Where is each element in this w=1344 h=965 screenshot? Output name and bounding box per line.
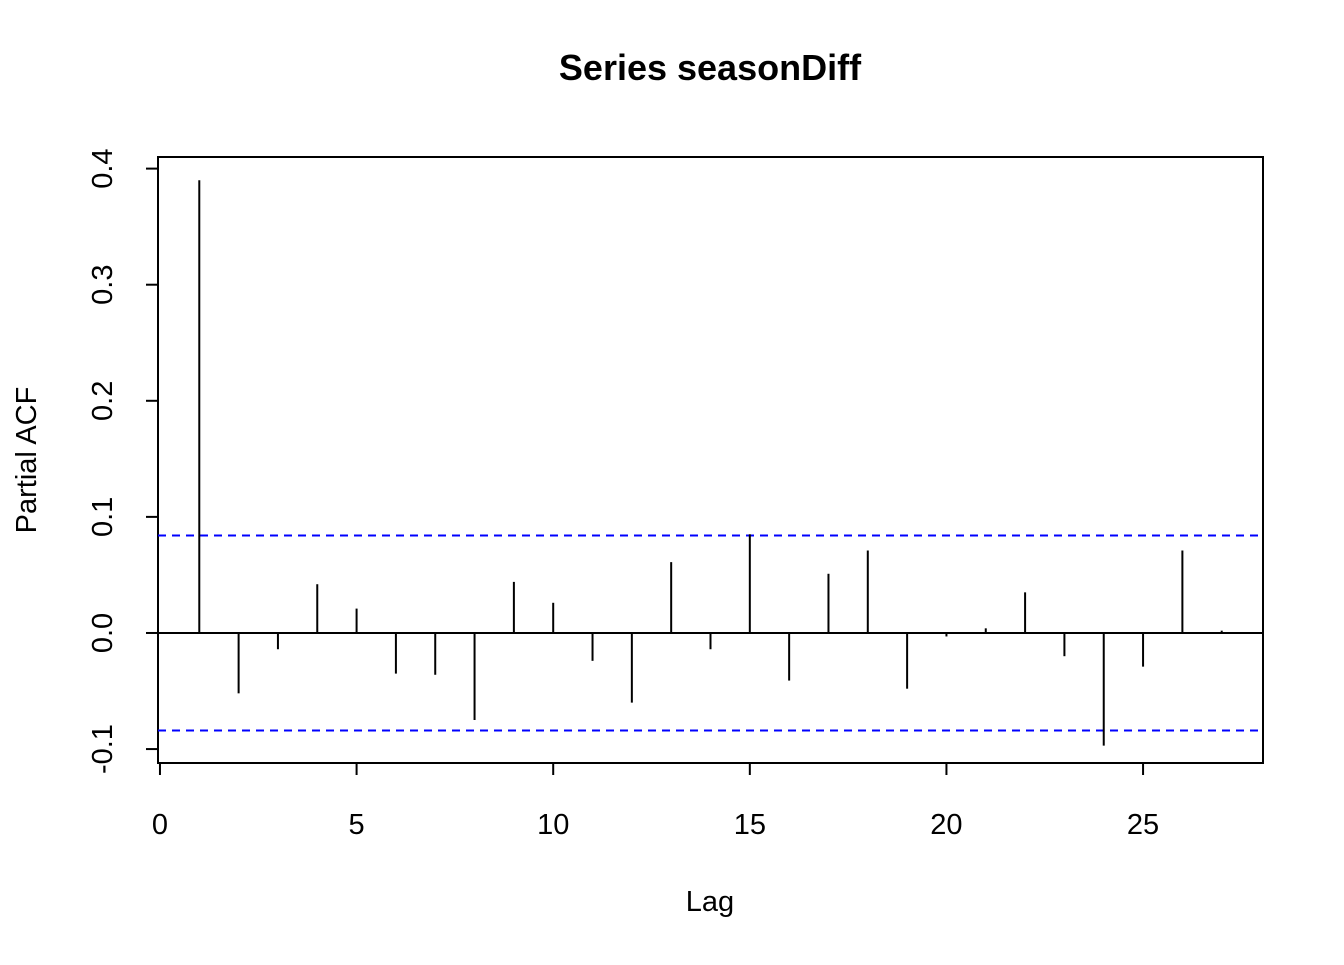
y-tick-label: 0.2 xyxy=(87,381,119,421)
y-tick-label: 0.0 xyxy=(87,613,119,653)
x-tick-label: 20 xyxy=(930,809,962,841)
x-tick-label: 10 xyxy=(537,809,569,841)
x-tick-label: 25 xyxy=(1127,809,1159,841)
x-axis-label: Lag xyxy=(686,886,734,918)
y-axis-label: Partial ACF xyxy=(11,387,43,534)
y-tick-label: 0.1 xyxy=(87,497,119,537)
x-tick-label: 15 xyxy=(734,809,766,841)
plot-box xyxy=(157,156,1264,764)
y-tick-label: -0.1 xyxy=(87,724,119,774)
y-tick-label: 0.3 xyxy=(87,265,119,305)
chart-title: Series seasonDiff xyxy=(559,47,862,88)
x-tick-label: 0 xyxy=(152,809,168,841)
x-tick-label: 5 xyxy=(349,809,365,841)
y-tick-label: 0.4 xyxy=(87,148,119,188)
chart-marks: 0 5 10 15 20 25 -0.1 0.0 0.1 0.2 0.3 0.4 xyxy=(87,148,1263,841)
